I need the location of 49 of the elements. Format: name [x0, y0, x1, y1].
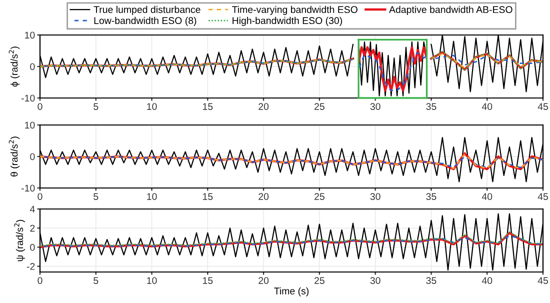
legend-label: True lumped disturbance: [94, 6, 200, 15]
x-tick-label: 10: [147, 193, 157, 200]
y-tick-label: 10: [25, 32, 35, 39]
x-tick-label: 5: [94, 193, 98, 200]
x-tick-label: 45: [538, 193, 548, 200]
x-axis-title: Time (s): [274, 287, 309, 296]
x-tick-label: 30: [370, 277, 380, 284]
x-tick-label: 25: [314, 103, 324, 110]
y-tick-label: 0: [30, 244, 35, 251]
legend-label: Time-varying bandwidth ESO: [232, 6, 358, 15]
x-tick-label: 20: [258, 277, 269, 284]
y-tick-label: -10: [22, 184, 35, 192]
x-tick-label: 45: [538, 103, 548, 110]
x-tick-label: 0: [38, 277, 42, 284]
x-tick-label: 35: [426, 103, 436, 110]
x-tick-label: 45: [538, 277, 548, 284]
x-tick-label: 25: [314, 193, 324, 200]
x-tick-label: 15: [203, 193, 213, 200]
x-tick-label: 15: [203, 103, 213, 110]
x-tick-label: 5: [94, 103, 98, 110]
x-tick-label: 30: [370, 103, 380, 110]
x-tick-label: 40: [482, 277, 492, 284]
y-tick-label: -2: [26, 263, 35, 270]
x-tick-label: 5: [94, 277, 98, 284]
y-axis-title: ϕ (rad/s$^{2}$): [8, 46, 20, 87]
legend-label: High-bandwidth ESO (30): [232, 16, 342, 26]
x-tick-label: 0: [38, 193, 42, 200]
x-tick-label: 35: [426, 193, 436, 200]
y-tick-label: 0: [30, 153, 35, 160]
x-tick-label: 30: [370, 193, 380, 200]
legend-label: Low-bandwidth ESO (8): [94, 16, 196, 26]
legend-label: Adaptive bandwidth AB-ESO: [389, 6, 512, 15]
x-tick-label: 40: [482, 193, 492, 200]
x-tick-label: 10: [147, 277, 157, 284]
x-tick-label: 25: [314, 277, 324, 284]
y-tick-label: 2: [30, 224, 35, 232]
x-tick-label: 20: [258, 193, 269, 200]
x-tick-label: 0: [38, 103, 42, 110]
x-tick-label: 10: [147, 103, 157, 110]
x-tick-label: 15: [203, 277, 213, 284]
y-tick-label: -10: [22, 94, 35, 102]
y-tick-label: 10: [25, 122, 35, 129]
y-tick-label: 4: [30, 206, 35, 213]
x-tick-label: 20: [258, 103, 269, 110]
y-tick-label: 0: [30, 63, 35, 70]
x-tick-label: 40: [482, 103, 492, 110]
y-axis-title: θ (rad/s$^{2}$): [8, 136, 20, 176]
x-tick-label: 35: [426, 277, 436, 284]
y-axis-title: ψ (rad/s$^{2}$): [14, 220, 26, 262]
